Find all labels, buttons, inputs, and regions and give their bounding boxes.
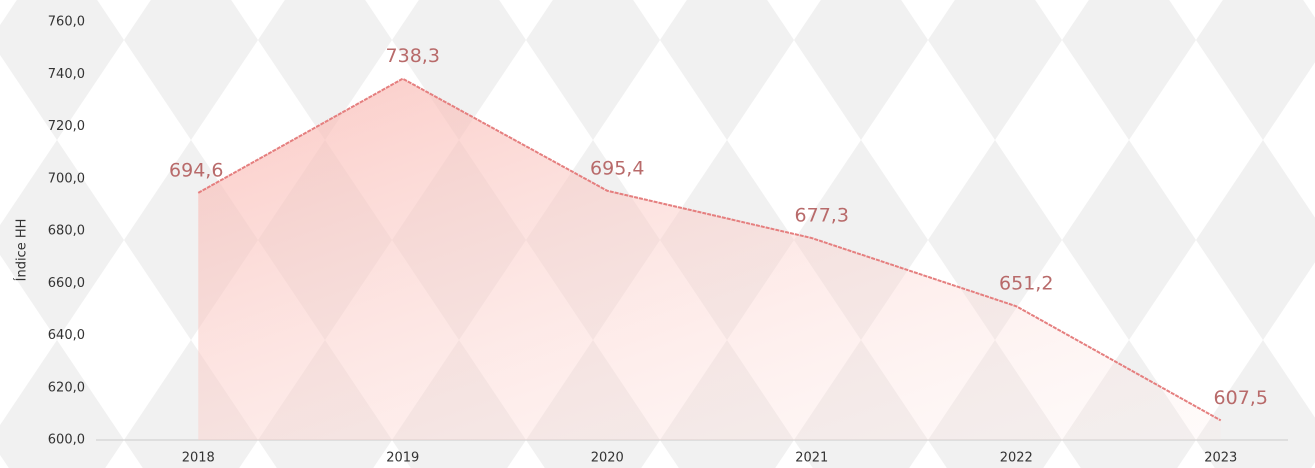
value-label: 738,3: [386, 45, 440, 67]
value-label: 607,5: [1214, 387, 1268, 409]
x-tick-label: 2023: [1204, 451, 1237, 466]
y-tick-label: 720,0: [48, 119, 85, 134]
value-label: 677,3: [795, 205, 849, 227]
y-tick-label: 680,0: [48, 224, 85, 239]
value-label: 651,2: [999, 273, 1053, 295]
y-tick-label: 740,0: [48, 67, 85, 82]
y-tick-label: 640,0: [48, 328, 85, 343]
line: [197, 77, 1222, 422]
y-tick-label: 620,0: [48, 380, 85, 395]
value-label: 695,4: [590, 157, 644, 179]
y-tick-label: 600,0: [48, 433, 85, 448]
y-tick-label: 760,0: [48, 15, 85, 30]
x-tick-label: 2021: [795, 451, 828, 466]
x-tick-label: 2019: [386, 451, 419, 466]
y-tick-label: 700,0: [48, 171, 85, 186]
y-axis-label: Índice HH: [14, 219, 30, 282]
value-label: 694,6: [169, 159, 223, 181]
area: [198, 78, 1221, 440]
x-tick-label: 2020: [591, 451, 624, 466]
x-tick-label: 2018: [182, 451, 215, 466]
y-tick-label: 660,0: [48, 276, 85, 291]
x-tick-label: 2022: [1000, 451, 1033, 466]
